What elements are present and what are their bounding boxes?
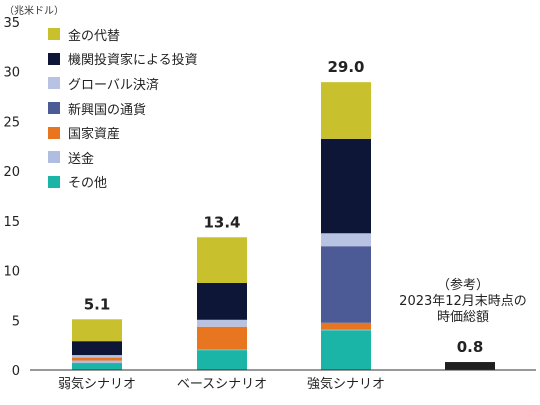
y-tick-label: 20 <box>3 165 20 180</box>
bar-segment <box>197 350 247 370</box>
legend-swatch <box>48 126 60 139</box>
bar-segment <box>321 82 371 139</box>
y-tick-label: 35 <box>3 16 20 31</box>
legend-swatch <box>48 77 60 90</box>
bar-segment <box>321 330 371 370</box>
legend-label: 送金 <box>68 151 95 167</box>
y-tick-label: 10 <box>3 265 20 280</box>
unit-label: （兆米ドル） <box>4 6 64 17</box>
total-label: 13.4 <box>203 213 240 231</box>
legend-item: グローバル決済 <box>48 71 198 96</box>
legend: 金の代替機関投資家による投資 グローバル決済 新興国の通貨 国家資産送金その他 <box>48 22 198 194</box>
bar-segment <box>445 362 495 370</box>
x-tick-label: ベースシナリオ <box>177 377 267 392</box>
legend-label: グローバル決済 <box>68 77 159 93</box>
legend-label: 金の代替 <box>68 28 121 44</box>
legend-label: その他 <box>68 176 108 192</box>
legend-item: 金の代替 <box>48 22 198 47</box>
legend-label: 機関投資家による投資 <box>68 53 198 69</box>
x-tick-label: 弱気シナリオ <box>58 376 136 392</box>
bar-segment <box>197 349 247 351</box>
legend-item: 機関投資家による投資 <box>48 47 198 72</box>
legend-item: 国家資産 <box>48 120 198 145</box>
y-tick-label: 5 <box>12 314 20 329</box>
bar-segment <box>72 357 122 361</box>
y-tick-label: 0 <box>12 364 20 379</box>
reference-annotation: （参考） 2023年12月末時点の 時価総額 <box>388 278 538 326</box>
x-tick-label: 強気シナリオ <box>307 376 385 392</box>
legend-swatch <box>48 102 60 115</box>
bar-segment <box>72 355 122 358</box>
bar-segment <box>72 341 122 356</box>
bar-segment <box>72 360 122 364</box>
bar-segment <box>72 363 122 370</box>
bars <box>72 82 495 370</box>
legend-swatch <box>48 151 60 164</box>
bar-segment <box>321 322 371 330</box>
legend-item: 送金 <box>48 145 198 170</box>
y-axis: 0 5 10 15 20 25 30 35 <box>3 16 20 379</box>
x-axis: 弱気シナリオ ベースシナリオ 強気シナリオ <box>30 369 536 392</box>
y-tick-label: 30 <box>3 66 20 81</box>
total-label: 0.8 <box>457 338 484 356</box>
annotation-line: （参考） <box>436 278 489 293</box>
total-label: 5.1 <box>84 295 111 313</box>
bar-segment <box>197 283 247 320</box>
bar-segment <box>72 319 122 342</box>
total-label: 29.0 <box>327 58 364 76</box>
bar-segment <box>321 329 371 331</box>
y-tick-label: 15 <box>3 215 20 230</box>
legend-item: 新興国の通貨 <box>48 96 198 121</box>
legend-label: 国家資産 <box>68 127 121 143</box>
bar-segment <box>321 246 371 323</box>
bar-segment <box>197 326 247 350</box>
total-labels: 5.1 13.4 29.0 0.8 <box>84 58 484 356</box>
legend-label: 新興国の通貨 <box>68 102 147 118</box>
bar-segment <box>197 237 247 283</box>
legend-item: その他 <box>48 170 198 195</box>
bar-segment <box>197 319 247 327</box>
bar-segment <box>321 138 371 234</box>
legend-swatch <box>48 175 60 188</box>
y-tick-label: 25 <box>3 115 20 130</box>
legend-swatch <box>48 52 60 65</box>
annotation-line: 2023年12月末時点の <box>399 294 527 309</box>
annotation-line: 時価総額 <box>436 310 489 325</box>
bar-segment <box>321 233 371 247</box>
legend-swatch <box>48 28 60 41</box>
